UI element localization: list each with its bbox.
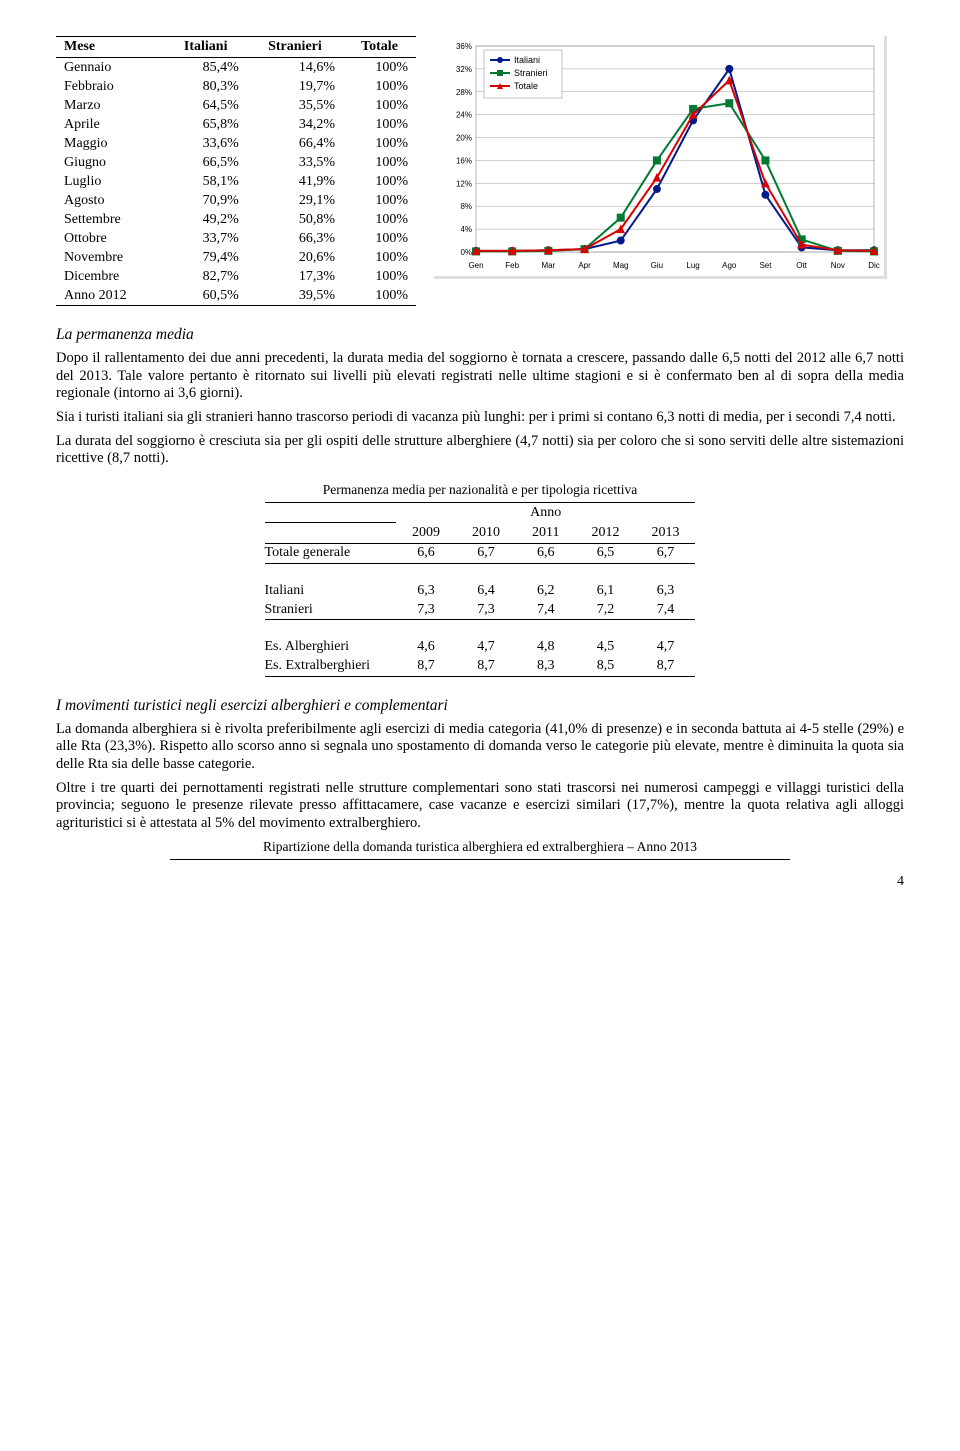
table-row: Stranieri7,37,37,47,27,4 (265, 600, 696, 620)
paragraph: Sia i turisti italiani sia gli stranieri… (56, 409, 904, 427)
table-row: Novembre79,4%20,6%100% (56, 248, 416, 267)
svg-text:Dic: Dic (868, 261, 880, 270)
table-row: Aprile65,8%34,2%100% (56, 115, 416, 134)
table-row: Gennaio85,4%14,6%100% (56, 58, 416, 78)
svg-text:Mag: Mag (613, 261, 629, 270)
table-row: Totale generale6,66,76,66,56,7 (265, 543, 696, 563)
svg-text:28%: 28% (456, 88, 472, 97)
svg-text:Nov: Nov (831, 261, 845, 270)
table-row: Marzo64,5%35,5%100% (56, 96, 416, 115)
svg-text:0%: 0% (460, 248, 472, 257)
svg-text:Ott: Ott (796, 261, 807, 270)
table-row: Luglio58,1%41,9%100% (56, 172, 416, 191)
table-row: Es. Alberghieri4,64,74,84,54,7 (265, 638, 696, 657)
svg-text:36%: 36% (456, 42, 472, 51)
svg-text:20%: 20% (456, 134, 472, 143)
perm-table-title: Permanenza media per nazionalità e per t… (265, 480, 696, 502)
table-row: Settembre49,2%50,8%100% (56, 210, 416, 229)
svg-text:Ago: Ago (722, 261, 737, 270)
year-header: 2010 (456, 523, 516, 544)
monthly-share-table: MeseItalianiStranieriTotale Gennaio85,4%… (56, 36, 416, 306)
svg-text:32%: 32% (456, 65, 472, 74)
permanenza-media-table: Permanenza media per nazionalità e per t… (265, 480, 696, 677)
svg-text:16%: 16% (456, 156, 472, 165)
monthly-line-chart: 0% 4% 8% 12% 16% 20% 24% 28% 32% 36% Gen Feb Mar Apr M… (434, 36, 887, 279)
svg-text:Apr: Apr (578, 261, 591, 270)
anno-header: Anno (396, 502, 695, 523)
column-header: Totale (343, 37, 416, 58)
bottom-caption: Ripartizione della domanda turistica alb… (56, 839, 904, 855)
section-title-permanenza: La permanenza media (56, 326, 904, 344)
section-title-movimenti: I movimenti turistici negli esercizi alb… (56, 697, 904, 715)
table-row: Ottobre33,7%66,3%100% (56, 229, 416, 248)
year-header: 2013 (635, 523, 695, 544)
column-header: Italiani (165, 37, 247, 58)
table-row: Agosto70,9%29,1%100% (56, 191, 416, 210)
year-header: 2009 (396, 523, 456, 544)
column-header: Stranieri (247, 37, 343, 58)
year-header: 2012 (575, 523, 635, 544)
svg-text:Feb: Feb (505, 261, 519, 270)
table-row: Maggio33,6%66,4%100% (56, 134, 416, 153)
svg-text:8%: 8% (460, 202, 472, 211)
table-row: Italiani6,36,46,26,16,3 (265, 581, 696, 600)
caption-rule (170, 859, 790, 860)
paragraph: Dopo il rallentamento dei due anni prece… (56, 350, 904, 403)
svg-text:Giu: Giu (651, 261, 663, 270)
svg-text:12%: 12% (456, 179, 472, 188)
svg-text:Gen: Gen (468, 261, 483, 270)
svg-text:Set: Set (759, 261, 772, 270)
table-row: Dicembre82,7%17,3%100% (56, 267, 416, 286)
svg-text:24%: 24% (456, 111, 472, 120)
paragraph: La durata del soggiorno è cresciuta sia … (56, 433, 904, 468)
paragraph: La domanda alberghiera si è rivolta pref… (56, 721, 904, 774)
svg-text:Italiani: Italiani (514, 55, 540, 65)
svg-text:4%: 4% (460, 225, 472, 234)
year-header: 2011 (516, 523, 575, 544)
paragraph: Oltre i tre quarti dei pernottamenti reg… (56, 780, 904, 833)
table-row: Febbraio80,3%19,7%100% (56, 77, 416, 96)
svg-text:Lug: Lug (686, 261, 699, 270)
page-number: 4 (56, 874, 904, 890)
svg-text:Mar: Mar (541, 261, 555, 270)
table-row: Giugno66,5%33,5%100% (56, 153, 416, 172)
table-row: Anno 201260,5%39,5%100% (56, 286, 416, 306)
table-row: Es. Extralberghieri8,78,78,38,58,7 (265, 657, 696, 677)
svg-text:Stranieri: Stranieri (514, 68, 548, 78)
column-header: Mese (56, 37, 165, 58)
svg-text:Totale: Totale (514, 81, 538, 91)
